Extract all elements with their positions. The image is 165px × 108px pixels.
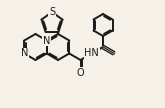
Text: N: N: [43, 36, 50, 45]
Text: HN: HN: [84, 48, 99, 59]
Text: S: S: [49, 7, 55, 17]
Text: N: N: [20, 48, 28, 59]
Text: O: O: [77, 68, 84, 78]
